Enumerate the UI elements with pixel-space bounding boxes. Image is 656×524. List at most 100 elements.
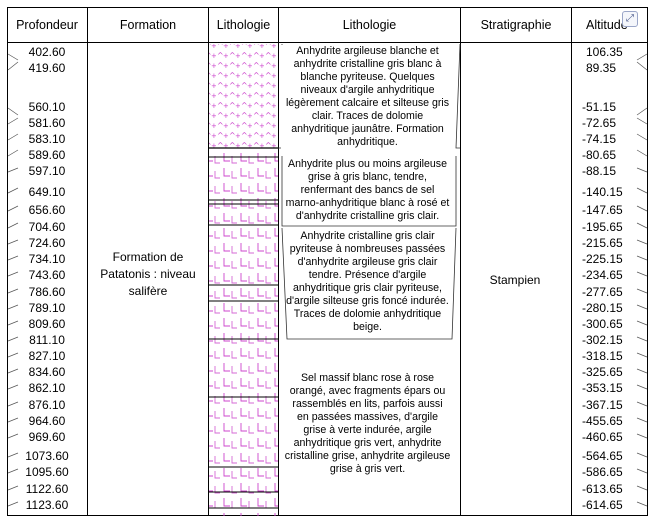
depth-value: 724.60	[28, 236, 66, 250]
description-line: anhydritique gris clair pyriteuse,	[293, 282, 442, 294]
altitude-value: -280.15	[582, 301, 623, 315]
description-line: anhydrite cristalline gris blanc à	[293, 58, 442, 70]
depth-value: 789.10	[28, 301, 66, 315]
description-line: renfermant des bancs de sel	[300, 184, 435, 196]
depth-value: 581.60	[28, 116, 66, 130]
header-lithology-description: Lithologie	[342, 18, 397, 32]
description-line: blanche pyriteuse. Quelques	[300, 71, 435, 83]
altitude-value: -318.15	[582, 349, 623, 363]
lithology-description: Sel massif blanc rose à rose orangé, ave…	[281, 372, 454, 476]
altitude-value: -72.65	[582, 116, 617, 130]
header-altitude: Altitude	[586, 18, 628, 32]
formation-name: Formation de Patatonis : niveau salifère	[88, 249, 208, 300]
altitude-value: -613.65	[582, 482, 623, 496]
column-divider	[208, 7, 209, 516]
description-line: beige.	[353, 321, 382, 333]
altitude-value: -614.65	[582, 498, 623, 512]
description-line: en passées massives, d'argile	[297, 411, 438, 423]
description-brackets	[278, 43, 461, 340]
altitude-value: -74.15	[582, 132, 617, 146]
expand-icon[interactable]: ⤢	[622, 11, 638, 27]
altitude-value: -215.65	[582, 236, 623, 250]
description-line: niveaux d'argile anhydritique	[300, 84, 435, 96]
description-line: Anhydrite argileuse blanche et	[296, 45, 439, 57]
description-line: rassemblés en lits, parfois aussi	[292, 398, 443, 410]
depth-value: 834.60	[28, 365, 66, 379]
header-divider	[7, 42, 648, 43]
header-formation: Formation	[119, 18, 177, 32]
column-divider	[571, 7, 572, 516]
description-line: Traces de dolomie anhydritique	[293, 308, 442, 320]
description-line: grise à verte indurée, argile	[303, 424, 432, 436]
lithology-description: Anhydrite cristalline gris clair pyriteu…	[281, 230, 454, 334]
depth-value: 862.10	[28, 381, 66, 395]
depth-value: 402.60	[28, 45, 66, 59]
lithology-column	[209, 44, 278, 516]
altitude-value: -80.65	[582, 148, 617, 162]
altitude-value: -51.15	[582, 100, 617, 114]
depth-value: 876.10	[28, 398, 66, 412]
altitude-value: -455.65	[582, 414, 623, 428]
lithology-table	[7, 7, 648, 516]
description-line: marno-anhydritique blanc à rosé et	[285, 197, 450, 209]
depth-value: 597.10	[28, 164, 66, 178]
altitude-value: -195.65	[582, 220, 623, 234]
altitude-value: 106.35	[586, 45, 623, 59]
depth-value: 1123.60	[25, 498, 69, 512]
stratigraphy-stage: Stampien	[489, 273, 541, 287]
depth-ticks	[7, 53, 19, 507]
depth-value: 419.60	[28, 61, 66, 75]
description-line: légèrement calcaire et silteuse gris	[285, 97, 450, 109]
header-stratigraphy: Stratigraphie	[480, 18, 552, 32]
formation-line: Formation de	[112, 250, 184, 264]
header-depth: Profondeur	[16, 18, 78, 32]
depth-value: 827.10	[28, 349, 66, 363]
altitude-value: -147.65	[582, 203, 623, 217]
column-divider	[278, 7, 279, 516]
description-line: anhydritique gris vert, anhydrite	[293, 437, 442, 449]
column-divider	[87, 7, 88, 516]
header-lithology-graphic: Lithologie	[216, 18, 271, 32]
depth-value: 969.60	[28, 430, 66, 444]
altitude-value: 89.35	[586, 61, 617, 75]
altitude-value: -302.15	[582, 333, 623, 347]
depth-value: 560.10	[28, 100, 66, 114]
description-line: d'anhydrite cristalline gris clair.	[295, 210, 440, 222]
depth-value: 964.60	[28, 414, 66, 428]
depth-value: 649.10	[28, 185, 66, 199]
altitude-value: -564.65	[582, 449, 623, 463]
formation-line: Patatonis : niveau	[100, 267, 196, 281]
depth-value: 583.10	[28, 132, 66, 146]
altitude-value: -353.15	[582, 381, 623, 395]
description-line: Anhydrite plus ou moins argileuse	[288, 158, 447, 170]
anhydrite-pattern	[209, 44, 278, 148]
altitude-value: -367.15	[582, 398, 623, 412]
altitude-value: -300.65	[582, 317, 623, 331]
altitude-ticks	[636, 53, 648, 507]
altitude-value: -234.65	[582, 268, 623, 282]
altitude-value: -460.65	[582, 430, 623, 444]
altitude-value: -325.65	[582, 365, 623, 379]
description-line: clair. Traces de dolomie	[311, 110, 424, 122]
altitude-value: -225.15	[582, 252, 623, 266]
lithology-description: Anhydrite plus ou moins argileuse grise …	[281, 158, 454, 223]
altitude-value: -586.65	[582, 465, 623, 479]
description-line: cristalline grise, anhydrite argileuse	[284, 450, 451, 462]
depth-value: 734.10	[28, 252, 66, 266]
description-line: d'anhydrite argileuse gris clair	[297, 256, 438, 268]
description-line: anhydritique jaunâtre. Formation	[291, 123, 444, 135]
depth-value: 743.60	[28, 268, 66, 282]
depth-value: 811.10	[29, 333, 65, 347]
description-line: pyriteuse à nombreuses passées	[289, 243, 446, 255]
description-line: Sel massif blanc rose à rose	[300, 372, 435, 384]
description-line: d'argile silteuse gris foncé indurée.	[286, 295, 449, 307]
depth-value: 786.60	[28, 285, 66, 299]
depth-value: 809.60	[28, 317, 66, 331]
description-line: orangé, avec fragments épars ou	[289, 385, 446, 397]
description-line: anhydritique.	[337, 136, 398, 148]
depth-value: 656.60	[28, 203, 66, 217]
description-line: tendre. Présence d'argile	[308, 269, 427, 281]
description-line: Anhydrite cristalline gris clair	[300, 230, 435, 242]
salt-pattern	[209, 148, 278, 516]
